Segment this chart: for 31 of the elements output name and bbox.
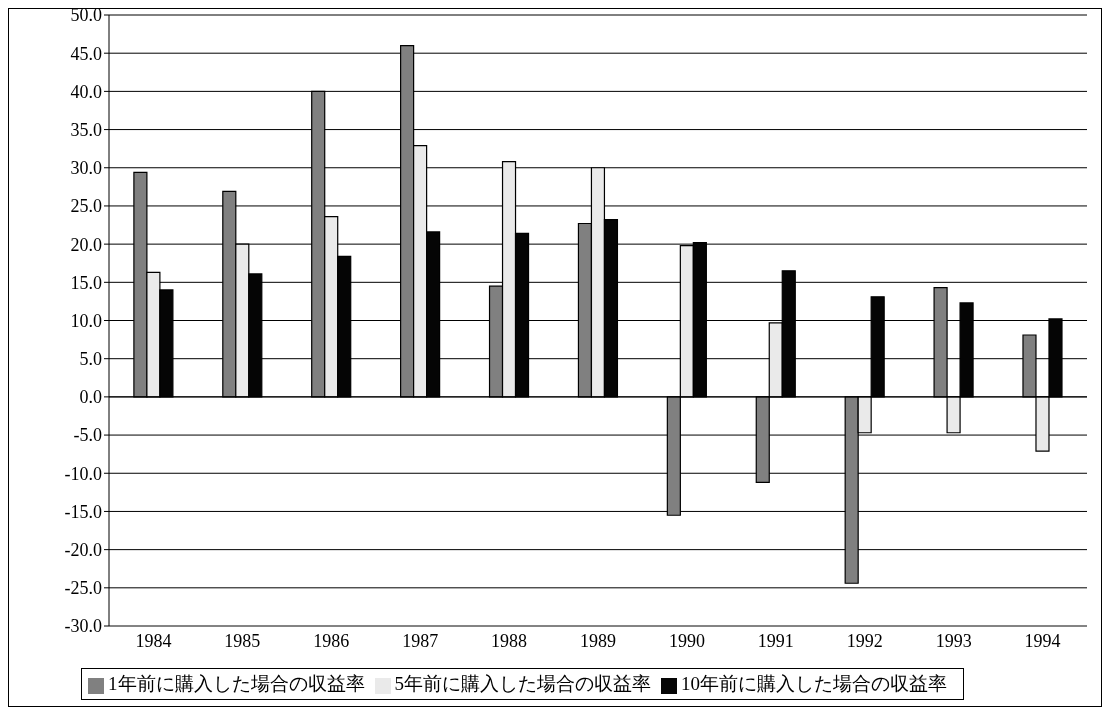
y-tick-label: -10.0 — [64, 463, 102, 484]
legend-label: 1年前に購入した場合の収益率 — [108, 673, 365, 694]
y-tick-label: 30.0 — [70, 158, 102, 179]
y-tick-label: 40.0 — [70, 81, 102, 102]
x-tick-label: 1992 — [846, 630, 883, 651]
x-tick-label: 1984 — [135, 630, 172, 651]
x-tick-label: 1988 — [491, 630, 528, 651]
y-tick-label: -25.0 — [64, 578, 102, 599]
y-tick-label: 5.0 — [79, 349, 102, 370]
y-tick-label: 15.0 — [70, 272, 102, 293]
x-tick-label: 1987 — [402, 630, 439, 651]
x-tick-label: 1986 — [313, 630, 350, 651]
x-tick-label: 1991 — [757, 630, 794, 651]
y-tick-label: -30.0 — [64, 616, 102, 637]
x-tick-label: 1994 — [1024, 630, 1061, 651]
legend-label: 10年前に購入した場合の収益率 — [681, 673, 947, 694]
x-tick-label: 1985 — [224, 630, 261, 651]
y-tick-label: 45.0 — [70, 43, 102, 64]
y-tick-label: 0.0 — [79, 387, 102, 408]
y-tick-label: 50.0 — [70, 5, 102, 26]
y-tick-label: -5.0 — [73, 425, 102, 446]
y-tick-label: 20.0 — [70, 234, 102, 255]
y-tick-label: 35.0 — [70, 119, 102, 140]
x-tick-label: 1993 — [935, 630, 972, 651]
legend-label: 5年前に購入した場合の収益率 — [394, 673, 651, 694]
x-tick-label: 1989 — [580, 630, 616, 651]
y-tick-label: -20.0 — [64, 540, 102, 561]
y-tick-label: 10.0 — [70, 310, 102, 331]
y-tick-label: -15.0 — [64, 501, 102, 522]
y-tick-label: 25.0 — [70, 196, 102, 217]
x-tick-label: 1990 — [668, 630, 705, 651]
